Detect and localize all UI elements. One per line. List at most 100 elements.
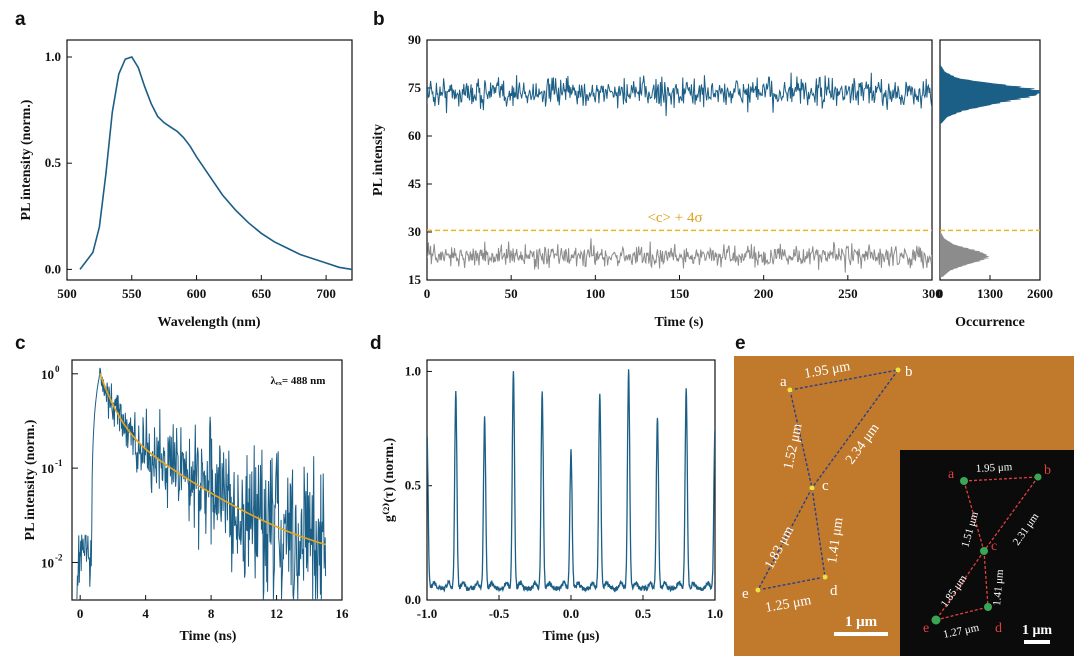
panel-b-histogram-on [940,65,1040,124]
y-tick-label: 15 [408,272,422,287]
panel-label-a: a [15,9,26,30]
panel-d-series-line [427,369,715,593]
x-tick-label: 8 [208,606,215,621]
x-tick-label: 0.5 [635,606,652,621]
afm-point-c: c [822,478,829,494]
panel-c-annotation: λₑₓ= 488 nm [271,375,326,387]
panel-b-ylabel: PL intensity [371,124,386,196]
panel-a-series-line [79,56,352,271]
x-tick-label: -0.5 [489,606,510,621]
x-tick-label: 1.0 [707,606,723,621]
afm-scale-label: 1 μm [845,614,878,630]
panel-a-frame [66,39,353,281]
y-tick-label: 30 [408,224,421,239]
afm-inset-point-b: b [1044,463,1051,478]
panel-d-ylabel: g⁽²⁾(τ) (norm.) [382,438,397,523]
y-tick-exponent: 0 [55,364,60,374]
panel-c-frame [71,359,343,601]
x-tick-label: 0 [424,286,431,301]
panel-c-xlabel: Time (ns) [180,629,237,644]
y-tick-label: 90 [408,32,421,47]
y-tick-label: 10 [41,555,54,570]
y-tick-label: 75 [408,80,422,95]
panel-c-fit-line [99,373,326,546]
panel-label-c: c [15,333,26,354]
afm-inset-point-d: d [995,621,1002,636]
x-tick-label: 600 [187,286,207,301]
panel-label-e: e [735,333,746,354]
x-tick-label: 500 [57,286,77,301]
x-tick-label: 150 [670,286,690,301]
afm-inset-scale-bar [1024,640,1050,644]
panel-a-xlabel: Wavelength (nm) [157,315,260,330]
afm-point-b: b [905,364,913,380]
panel-d-g2: -1.0 -0.5 0.0 0.5 1.0 0.0 0.5 1.0 Time (μs) g⁽²… [382,359,723,644]
afm-inset-scale-label: 1 μm [1022,623,1052,638]
y-tick-label: 1.0 [405,363,421,378]
panel-b-histogram-frame [939,39,1041,281]
panel-b-histogram-xlabel: Occurrence [955,315,1025,330]
afm-inset-point-a: a [948,467,955,482]
x-tick-label: 16 [336,606,350,621]
afm-inset-point-e: e [923,621,929,636]
panel-b-threshold-label: <c> + 4σ [647,210,702,226]
afm-inset-dist-ab: 1.95 μm [976,461,1013,475]
panel-b-histogram-off [940,231,989,278]
afm-point-a: a [780,374,787,390]
x-tick-label: 1300 [977,286,1003,301]
panel-c-decay-data [76,367,327,600]
panel-label-b: b [373,9,385,30]
x-tick-label: 50 [505,286,518,301]
y-tick-exponent: -1 [55,458,63,468]
panel-a-ylabel: PL intensity (norm.) [19,99,34,220]
afm-distance-lines [757,369,899,591]
y-tick-label: 60 [408,128,421,143]
y-tick-label: 0.5 [405,478,422,493]
x-tick-label: 250 [838,286,858,301]
panel-e-afm: a b c d e 1.95 μm 2.34 μm 1.52 μm 1.83 μ… [734,356,1074,656]
x-tick-label: 550 [122,286,142,301]
y-tick-label: 10 [41,461,54,476]
panel-d-frame [426,359,716,601]
panel-b-histogram: 0 1300 2600 Occurrence [937,39,1053,330]
x-tick-label: 0 [77,606,84,621]
panel-label-d: d [370,333,382,354]
x-tick-label: 650 [252,286,272,301]
afm-emitters [755,367,901,593]
x-tick-label: 12 [270,606,283,621]
panel-c-ylabel: PL intensity (norm.) [23,419,38,540]
afm-point-e: e [742,586,749,602]
afm-inset-point-c: c [991,539,997,554]
x-tick-label: -1.0 [417,606,438,621]
y-tick-label: 0.0 [45,261,61,276]
x-tick-label: 700 [316,286,336,301]
panel-b-series-on [427,72,932,117]
y-tick-label: 45 [408,176,422,191]
y-tick-label: 0.5 [45,155,62,170]
x-tick-label: 0 [937,286,944,301]
afm-inset-dist-cd: 1.41 μm [991,568,1006,606]
panel-d-xlabel: Time (μs) [542,629,599,644]
y-tick-label: 0.0 [405,592,421,607]
x-tick-label: 2600 [1027,286,1053,301]
y-tick-label: 1.0 [45,49,61,64]
y-tick-exponent: -2 [55,552,63,562]
afm-inset-emitters [931,473,1042,625]
x-tick-label: 4 [142,606,149,621]
afm-inset-distance-lines [935,476,1039,621]
panel-b-xlabel: Time (s) [654,315,703,330]
panel-a-spectrum: 500 550 600 650 700 0.0 0.5 1.0 Wavelength (nm)… [19,39,353,330]
afm-dist-cd: 1.41 μm [825,516,846,564]
x-tick-label: 300 [922,286,942,301]
afm-point-d: d [830,583,838,599]
x-tick-label: 0.0 [563,606,579,621]
panel-b-series-off [427,238,932,273]
afm-scale-bar [834,632,888,636]
x-tick-label: 100 [586,286,606,301]
x-tick-label: 200 [754,286,774,301]
y-tick-label: 10 [41,367,54,382]
panel-b-frame [426,39,933,281]
